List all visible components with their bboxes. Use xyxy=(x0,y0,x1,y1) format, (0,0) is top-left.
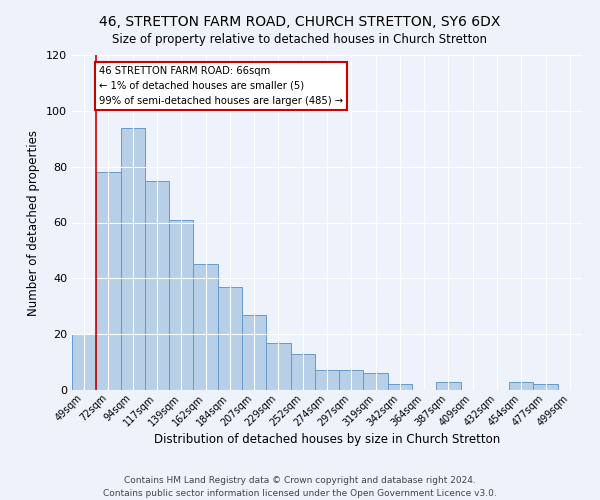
Bar xyxy=(533,384,558,390)
Bar xyxy=(436,382,461,390)
Bar xyxy=(315,370,339,390)
Bar xyxy=(364,373,388,390)
Bar xyxy=(218,286,242,390)
Bar xyxy=(121,128,145,390)
Text: 46 STRETTON FARM ROAD: 66sqm
← 1% of detached houses are smaller (5)
99% of semi: 46 STRETTON FARM ROAD: 66sqm ← 1% of det… xyxy=(99,66,343,106)
Bar xyxy=(388,384,412,390)
Bar xyxy=(193,264,218,390)
Text: Contains HM Land Registry data © Crown copyright and database right 2024.
Contai: Contains HM Land Registry data © Crown c… xyxy=(103,476,497,498)
Y-axis label: Number of detached properties: Number of detached properties xyxy=(28,130,40,316)
Bar xyxy=(339,370,364,390)
Bar xyxy=(145,180,169,390)
Bar xyxy=(290,354,315,390)
Text: Size of property relative to detached houses in Church Stretton: Size of property relative to detached ho… xyxy=(113,32,487,46)
Bar xyxy=(242,314,266,390)
Bar xyxy=(266,342,290,390)
Bar xyxy=(169,220,193,390)
Text: 46, STRETTON FARM ROAD, CHURCH STRETTON, SY6 6DX: 46, STRETTON FARM ROAD, CHURCH STRETTON,… xyxy=(100,15,500,29)
X-axis label: Distribution of detached houses by size in Church Stretton: Distribution of detached houses by size … xyxy=(154,434,500,446)
Bar xyxy=(72,334,96,390)
Bar xyxy=(96,172,121,390)
Bar xyxy=(509,382,533,390)
